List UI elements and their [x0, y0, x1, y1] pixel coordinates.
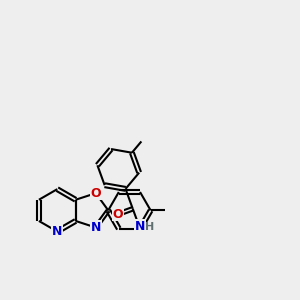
Text: O: O	[91, 187, 101, 200]
Text: N: N	[135, 220, 145, 233]
Text: O: O	[112, 208, 123, 221]
Text: H: H	[145, 222, 154, 232]
Text: N: N	[91, 221, 101, 234]
Text: N: N	[52, 225, 62, 238]
